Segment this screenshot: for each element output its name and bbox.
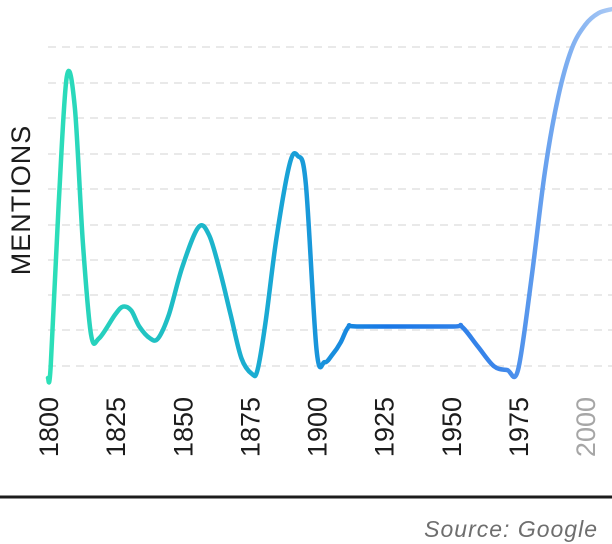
x-axis-ticks: 1800 1825 1850 1875 1900 1925 1950 1975 2000: [34, 397, 601, 457]
source-note: Source: Google: [424, 516, 598, 542]
x-tick-label: 1925: [370, 397, 400, 457]
x-tick-label: 1875: [235, 397, 265, 457]
x-tick-label: 1950: [437, 397, 467, 457]
y-axis-label: MENTIONS: [6, 125, 36, 276]
x-tick-label: 2000: [571, 397, 601, 457]
x-tick-label: 1900: [303, 397, 333, 457]
x-tick-label: 1800: [34, 397, 64, 457]
x-tick-label: 1850: [168, 397, 198, 457]
series-line: [45, 6, 612, 385]
x-tick-label: 1975: [504, 397, 534, 457]
x-tick-label: 1825: [101, 397, 131, 457]
gridlines: [48, 46, 612, 367]
